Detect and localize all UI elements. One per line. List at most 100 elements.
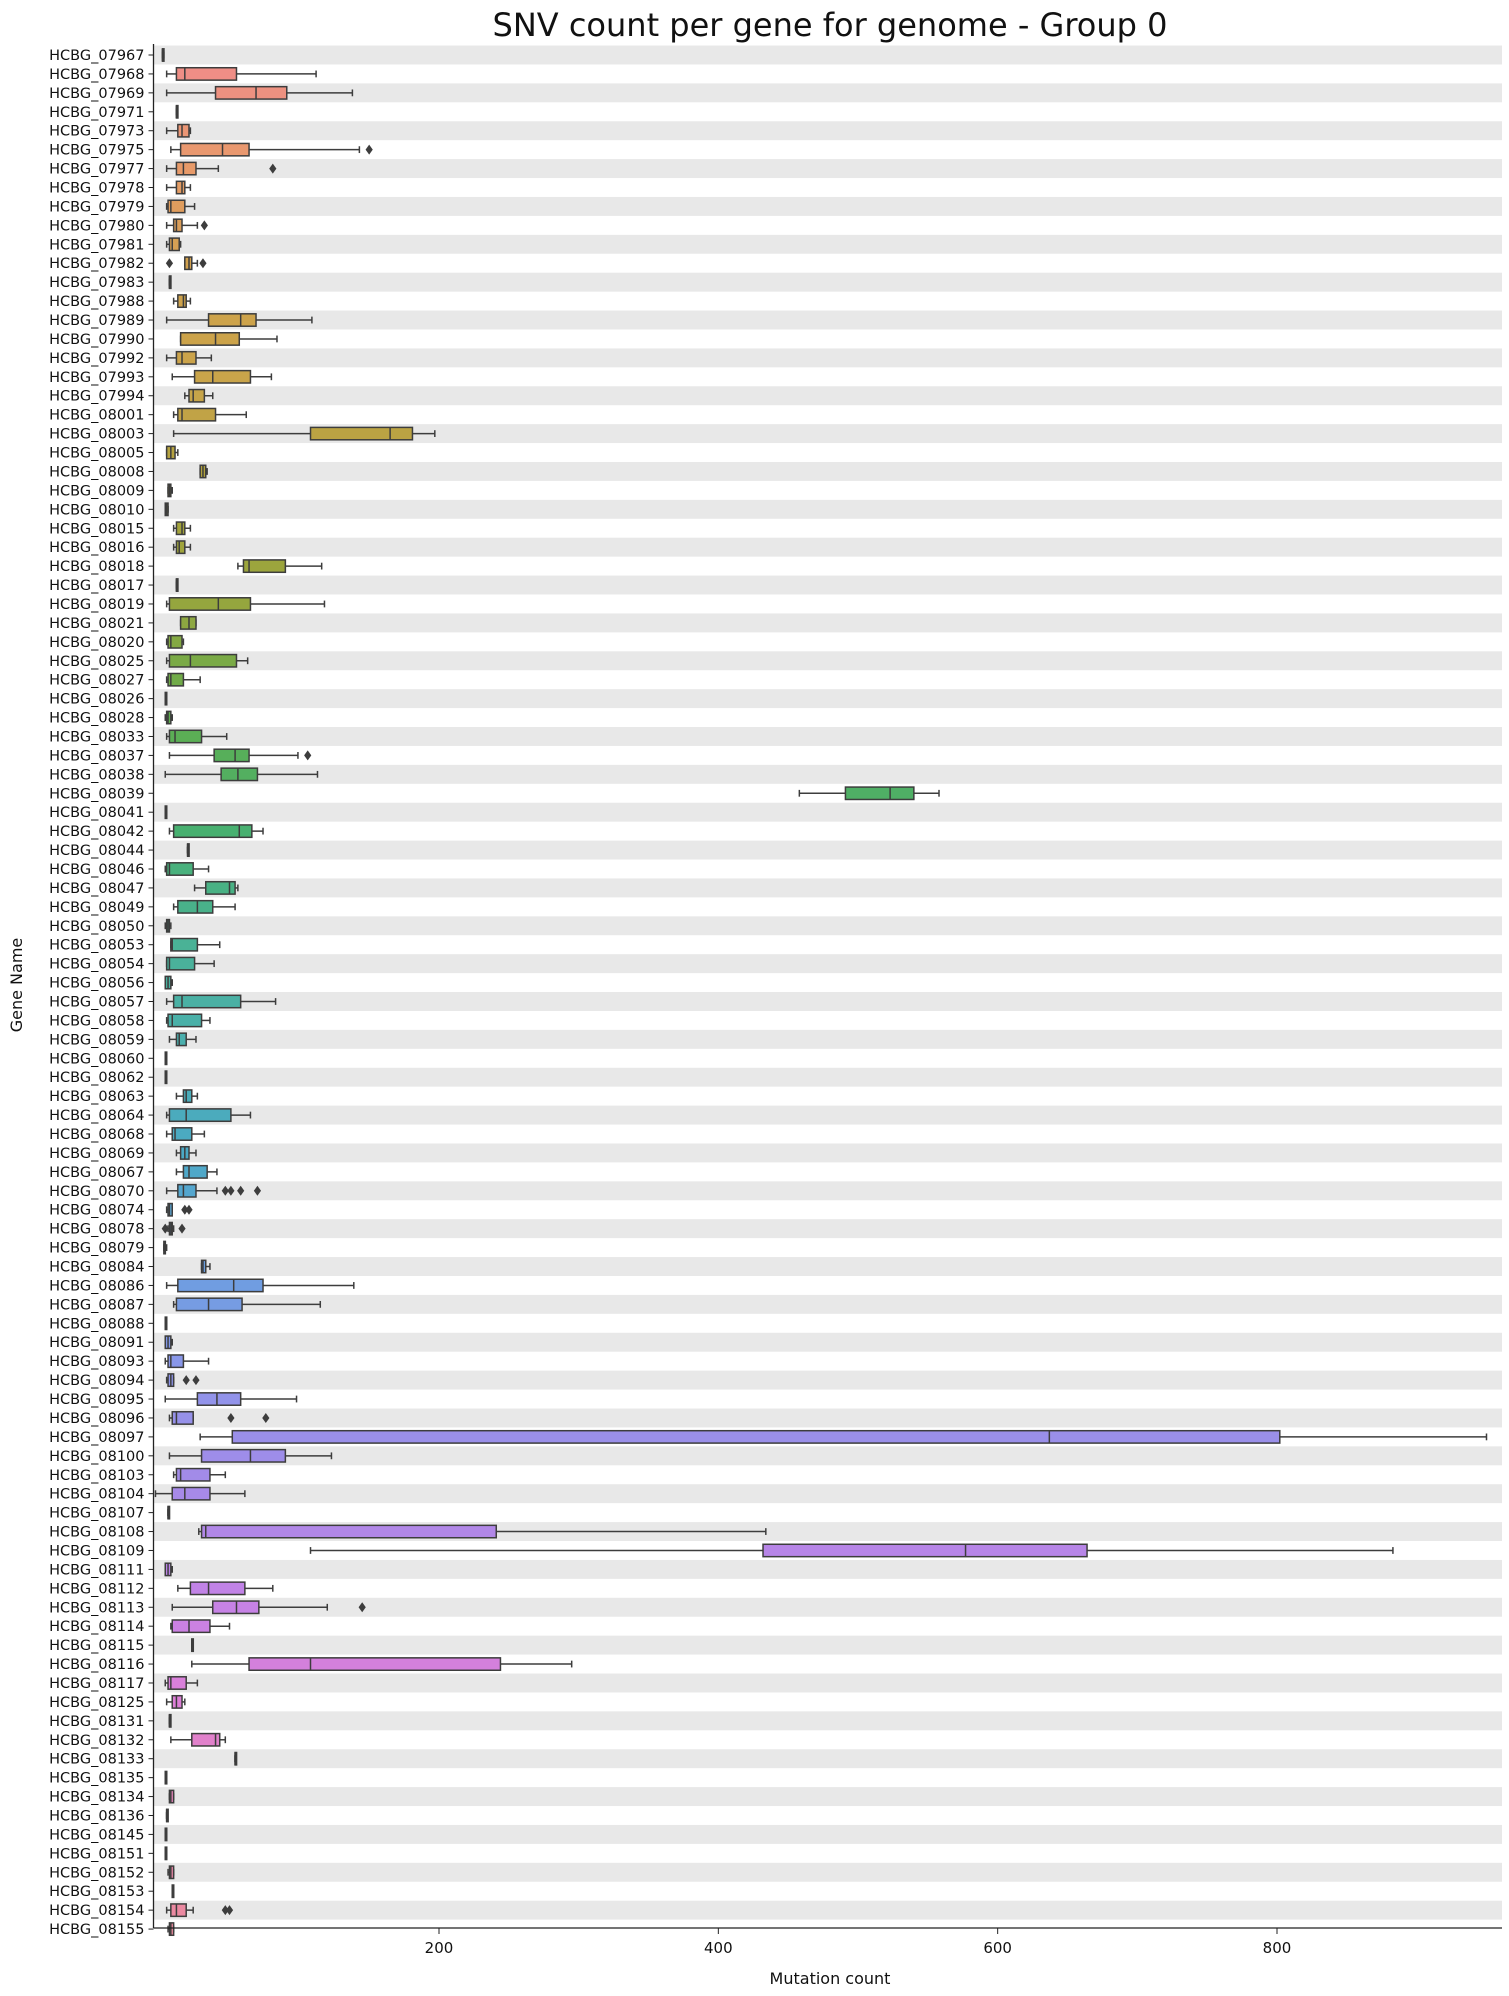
row-stripe — [153, 1029, 1502, 1049]
outlier-point — [221, 1185, 229, 1196]
y-tick-label: HCBG_08152 — [49, 1865, 144, 1881]
y-tick-label: HCBG_08112 — [49, 1581, 144, 1597]
y-tick-label: HCBG_08117 — [49, 1676, 144, 1692]
box — [177, 1278, 264, 1293]
box-group — [165, 66, 317, 81]
outlier-point — [181, 1204, 189, 1215]
box-group — [164, 1846, 168, 1861]
box-group — [167, 1865, 175, 1880]
row-stripe — [153, 348, 1502, 368]
row-stripe — [153, 499, 1502, 519]
y-tick-label: HCBG_08116 — [49, 1657, 144, 1673]
y-tick-label: HCBG_08041 — [49, 805, 144, 821]
box-group — [165, 85, 354, 100]
box — [175, 350, 197, 365]
box-group — [171, 1884, 175, 1899]
x-tick-label: 200 — [425, 1939, 454, 1957]
box-group — [165, 445, 179, 460]
box-group — [165, 672, 201, 687]
row-stripe — [153, 1446, 1502, 1466]
box — [172, 994, 242, 1009]
box-group — [154, 1486, 246, 1501]
row-stripe — [153, 310, 1502, 330]
y-tick-label: HCBG_07981 — [49, 237, 144, 253]
box-group — [167, 1922, 175, 1937]
box-group — [164, 862, 210, 876]
y-tick-label: HCBG_08027 — [49, 673, 144, 689]
y-tick-label: HCBG_08042 — [49, 824, 144, 840]
outlier-point — [161, 1223, 169, 1234]
row-stripe — [153, 196, 1502, 216]
y-tick-label: HCBG_08086 — [49, 1278, 144, 1294]
y-tick-label: HCBG_08021 — [49, 616, 144, 632]
y-tick-label: HCBG_07979 — [49, 199, 144, 215]
row-stripe — [153, 878, 1502, 898]
box-group — [164, 1070, 168, 1085]
box — [193, 369, 252, 384]
y-tick-label: HCBG_08111 — [49, 1562, 144, 1578]
y-axis-label: Gene Name — [7, 938, 26, 1033]
y-tick-label: HCBG_08060 — [49, 1051, 144, 1067]
box-group — [237, 559, 323, 574]
box-group — [161, 1221, 186, 1236]
box-group — [165, 256, 207, 271]
box-group — [164, 1770, 168, 1785]
box-group — [179, 615, 197, 630]
y-tick-label: HCBG_08033 — [49, 729, 144, 745]
box — [309, 426, 414, 441]
row-stripe — [153, 386, 1502, 406]
box-group — [165, 1694, 186, 1709]
box — [175, 161, 197, 176]
row-stripe — [153, 613, 1502, 633]
box-group — [165, 634, 185, 649]
y-tick-label: HCBG_08114 — [49, 1619, 144, 1635]
box-group — [172, 540, 192, 555]
outlier-point — [185, 1204, 193, 1215]
box-group — [171, 1600, 366, 1615]
y-tick-label: HCBG_08046 — [49, 862, 144, 878]
x-ticks: 200 400 600 800 — [425, 1928, 1291, 1957]
row-stripe — [153, 537, 1502, 557]
box-group — [164, 1392, 298, 1406]
y-tick-label: HCBG_08008 — [49, 464, 144, 480]
y-tick-label: HCBG_08097 — [49, 1430, 144, 1446]
row-stripe — [153, 1862, 1502, 1882]
box — [171, 1411, 194, 1425]
box-group — [198, 1524, 767, 1539]
box — [177, 123, 190, 138]
box — [214, 85, 288, 100]
box-group — [171, 369, 273, 384]
box-group — [184, 388, 214, 403]
box — [165, 862, 194, 876]
row-stripe — [153, 45, 1502, 65]
box-group — [164, 1827, 168, 1842]
box — [177, 1183, 197, 1198]
row-stripe — [153, 159, 1502, 179]
row-stripe — [153, 1219, 1502, 1239]
box-group — [165, 729, 228, 744]
row-stripe — [153, 1143, 1502, 1163]
box-group — [170, 142, 373, 157]
box — [188, 388, 206, 403]
box-group — [177, 1581, 274, 1596]
y-tick-label: HCBG_07989 — [49, 313, 144, 329]
box-group — [165, 313, 313, 327]
y-tick-label: HCBG_08056 — [49, 976, 144, 992]
y-tick-label: HCBG_08074 — [49, 1203, 144, 1219]
y-tick-label: HCBG_08131 — [49, 1714, 144, 1730]
outlier-point — [178, 1223, 186, 1234]
box-group — [172, 407, 248, 422]
box-group — [165, 237, 182, 252]
y-tick-label: HCBG_08062 — [49, 1070, 144, 1086]
box — [165, 956, 196, 971]
box-group — [165, 1183, 262, 1198]
row-stripe — [153, 83, 1502, 103]
box-group — [309, 1543, 1394, 1558]
box-group — [165, 218, 208, 233]
y-tick-label: HCBG_08053 — [49, 938, 144, 954]
box-group — [191, 1657, 573, 1671]
y-tick-label: HCBG_08084 — [49, 1260, 144, 1276]
row-stripe — [153, 575, 1502, 595]
y-tick-label: HCBG_07968 — [49, 67, 144, 83]
row-stripe — [153, 689, 1502, 709]
